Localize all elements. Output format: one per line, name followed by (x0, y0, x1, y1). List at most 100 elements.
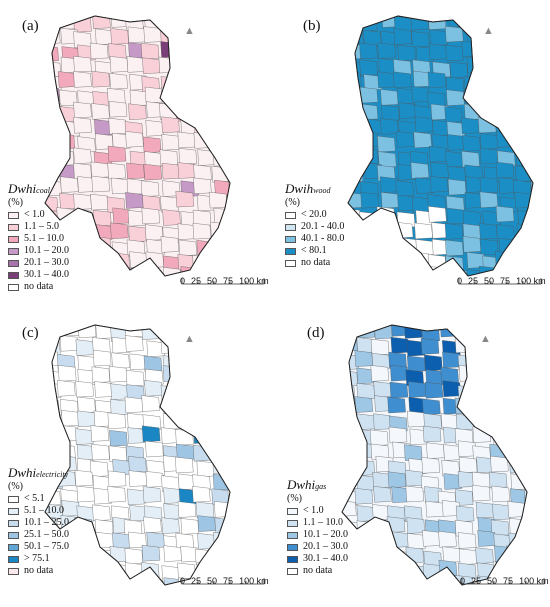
municipality-region (143, 163, 162, 181)
municipality-region (123, 267, 143, 276)
municipality-region (532, 208, 533, 225)
municipality-region (197, 413, 216, 431)
legend-label: no data (24, 281, 54, 292)
legend-a: Dwhicoal (%) < 1.0 1.1 – 5.0 5.1 – 10.0 10.… (8, 182, 69, 293)
municipality-region (125, 131, 144, 148)
municipality-region (192, 366, 211, 384)
municipality-region (380, 118, 399, 135)
municipality-region (377, 71, 396, 88)
municipality-region (510, 412, 527, 429)
north-arrow-icon: ▲ (184, 333, 195, 345)
municipality-region (73, 193, 92, 210)
legend-swatch (285, 247, 296, 255)
municipality-region (479, 191, 499, 208)
municipality-region (424, 354, 443, 372)
municipality-region (393, 28, 413, 45)
municipality-region (394, 221, 414, 239)
municipality-region (91, 70, 111, 88)
municipality-region (214, 42, 230, 59)
municipality-region (528, 474, 546, 490)
municipality-region (141, 395, 160, 412)
municipality-region (510, 473, 527, 491)
scale-tick-label: 25 (468, 276, 479, 286)
municipality-region (162, 365, 182, 382)
municipality-region (513, 16, 532, 32)
legend-label: no data (303, 565, 333, 576)
municipality-region (497, 44, 516, 62)
map-panel-c: (c) ▲ Dwhielectricity (%) < 5.1 5.1 – 10.… (0, 303, 275, 606)
municipality-region (45, 121, 63, 138)
municipality-region (74, 469, 94, 487)
municipality-region (360, 147, 379, 165)
legend-label: 30.1 – 40.0 (303, 553, 348, 564)
panel-label-d: (d) (307, 325, 325, 341)
municipality-region (127, 26, 147, 44)
municipality-region (422, 530, 441, 547)
municipality-region (226, 409, 230, 427)
municipality-region (226, 222, 230, 239)
municipality-region (213, 337, 230, 354)
scale-tick-label: 75 (503, 576, 514, 586)
legend-unit-c: (%) (8, 481, 23, 492)
municipality-region (178, 56, 197, 73)
municipality-region (92, 337, 111, 354)
map-c-svg (44, 324, 231, 586)
municipality-region (213, 325, 230, 338)
municipality-region (390, 337, 410, 354)
scale-tick-label: 0 (457, 276, 463, 286)
legend-swatch (8, 531, 19, 539)
scale-bar-d: 0 25 50 75 100 km (460, 576, 549, 586)
municipality-region (393, 71, 412, 88)
municipality-region (405, 485, 424, 503)
municipality-region (197, 515, 216, 532)
municipality-region (393, 59, 412, 76)
municipality-region (411, 86, 430, 103)
municipality-region (107, 412, 127, 429)
map-d-svg (341, 324, 546, 586)
municipality-region (354, 488, 374, 505)
scale-line-a (181, 278, 265, 285)
municipality-region (91, 563, 110, 580)
legend-swatch (285, 259, 296, 267)
municipality-region (194, 73, 213, 91)
municipality-region (479, 147, 499, 165)
legend-item: 20.1 - 40.0 (285, 221, 344, 233)
scale-tick-label: 100 km (239, 576, 269, 586)
municipality-region (438, 531, 457, 548)
municipality-region (45, 580, 63, 585)
municipality-region (463, 16, 482, 32)
scale-bar-a: 0 25 50 75 100 km (180, 276, 269, 286)
municipality-region (175, 190, 194, 208)
legend-item: 30.1 – 40.0 (8, 269, 69, 281)
municipality-region (124, 325, 144, 338)
municipality-region (461, 117, 480, 134)
legend-label: no data (24, 565, 54, 576)
municipality-region (407, 355, 426, 373)
municipality-region (446, 89, 465, 106)
municipality-region (457, 385, 477, 402)
municipality-region (129, 580, 148, 585)
municipality-region (506, 429, 525, 446)
municipality-region (145, 251, 164, 268)
municipality-region (396, 88, 416, 105)
municipality-region (428, 43, 448, 60)
municipality-region (477, 530, 496, 547)
municipality-region (128, 225, 147, 243)
municipality-region (194, 41, 214, 58)
municipality-region (177, 76, 196, 93)
municipality-region (445, 76, 465, 94)
municipality-region (57, 380, 76, 397)
legend-swatch (8, 507, 19, 515)
municipality-region (209, 118, 228, 135)
municipality-region (127, 488, 146, 506)
legend-swatch (8, 235, 19, 243)
legend-swatch (287, 543, 298, 551)
municipality-region (145, 471, 165, 488)
municipality-region (359, 86, 379, 104)
legend-swatch (8, 543, 19, 551)
municipality-region (461, 40, 480, 58)
municipality-region (389, 381, 409, 399)
municipality-region (359, 16, 378, 32)
municipality-region (342, 397, 357, 414)
municipality-region (407, 410, 426, 428)
